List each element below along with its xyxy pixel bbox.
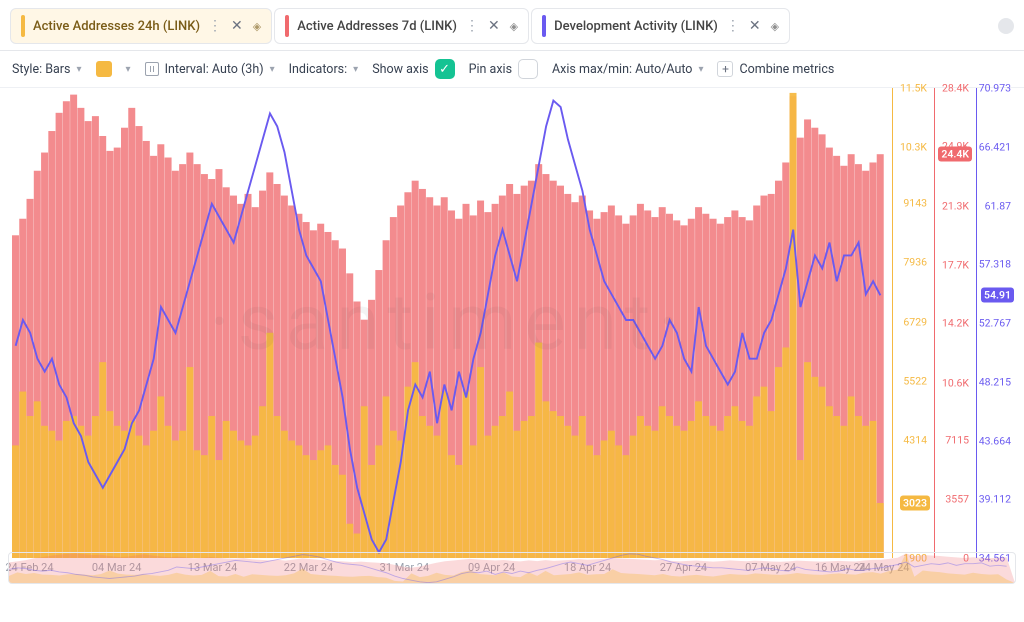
tab-label: Active Addresses 24h (LINK) (33, 19, 200, 34)
chart-plot[interactable]: ·santiment· (12, 88, 884, 558)
eth-icon: ◈ (510, 20, 518, 33)
tab-menu-icon[interactable]: ⋮ (208, 18, 221, 34)
y-tick: 10.6K (939, 375, 972, 390)
y-tick: 66.421 (976, 139, 1014, 154)
indicators-selector[interactable]: Indicators: ▾ (289, 62, 359, 77)
metric-tab-7d[interactable]: Active Addresses 7d (LINK) ⋮ ✕ ◈ (274, 8, 529, 44)
y-tick: 70.973 (976, 81, 1014, 96)
interval-label: Interval: Auto (3h) (165, 62, 264, 77)
y-tick: 39.112 (976, 492, 1014, 507)
y-tick: 57.318 (976, 257, 1014, 272)
y-tick: 5522 (900, 373, 930, 388)
tab-close-icon[interactable]: ✕ (486, 18, 502, 34)
plus-icon: + (717, 61, 733, 77)
chevron-down-icon[interactable]: ▾ (126, 64, 131, 75)
metric-tab-dev[interactable]: Development Activity (LINK) ⋮ ✕ ◈ (531, 8, 790, 44)
eth-icon: ◈ (771, 20, 779, 33)
chevron-down-icon: ▾ (698, 64, 703, 75)
y-tick: 14.2K (939, 316, 972, 331)
metric-tab-24h[interactable]: Active Addresses 24h (LINK) ⋮ ✕ ◈ (10, 8, 272, 44)
chart-container: ·santiment· 24 Feb 2404 Mar 2413 Mar 242… (0, 88, 1024, 588)
y-tick: 6729 (900, 314, 930, 329)
tab-menu-icon[interactable]: ⋮ (726, 18, 739, 34)
y-axis-column: 28.4K24.9K21.3K17.7K14.2K10.6K7115355702… (934, 88, 974, 558)
tab-color-indicator (542, 15, 546, 37)
y-current-badge: 3023 (900, 496, 930, 511)
pin-axis-label: Pin axis (469, 62, 512, 77)
tab-menu-icon[interactable]: ⋮ (465, 18, 478, 34)
y-current-badge: 24.4K (938, 147, 972, 162)
minimap[interactable] (8, 552, 1016, 584)
combine-label: Combine metrics (739, 62, 834, 77)
y-tick: 4314 (900, 432, 930, 447)
y-tick: 21.3K (939, 198, 972, 213)
checkbox-unchecked-icon (518, 59, 538, 79)
style-label: Style: Bars (12, 62, 71, 77)
show-axis-label: Show axis (372, 62, 428, 77)
y-tick: 3557 (942, 492, 972, 507)
y-tick: 17.7K (939, 258, 972, 273)
eth-icon: ◈ (253, 20, 261, 33)
y-axis-column: 11.5K10.3K914379366729552243143023190030… (892, 88, 932, 558)
interval-selector[interactable]: Interval: Auto (3h) ▾ (145, 62, 275, 77)
color-swatch[interactable] (96, 61, 112, 77)
chevron-down-icon: ▾ (270, 64, 275, 75)
combine-metrics-button[interactable]: + Combine metrics (717, 61, 834, 77)
maxmin-selector[interactable]: Axis max/min: Auto/Auto ▾ (552, 62, 703, 77)
indicators-label: Indicators: (289, 62, 348, 77)
interval-icon (145, 62, 159, 76)
y-current-badge: 54.91 (981, 288, 1014, 303)
metric-tabs: Active Addresses 24h (LINK) ⋮ ✕ ◈ Active… (0, 0, 1024, 51)
y-tick: 28.4K (939, 81, 972, 96)
y-tick: 43.664 (976, 433, 1014, 448)
chevron-down-icon: ▾ (77, 64, 82, 75)
y-tick: 9143 (900, 196, 930, 211)
y-tick: 7115 (942, 433, 972, 448)
y-tick: 7936 (900, 255, 930, 270)
tab-label: Active Addresses 7d (LINK) (297, 19, 457, 34)
y-tick: 52.767 (976, 316, 1014, 331)
tab-color-indicator (21, 15, 25, 37)
chevron-down-icon: ▾ (353, 64, 358, 75)
checkbox-checked-icon: ✓ (435, 59, 455, 79)
y-axis-column: 70.97366.42161.8757.31852.76748.21543.66… (976, 88, 1016, 558)
style-selector[interactable]: Style: Bars ▾ (12, 62, 82, 77)
y-tick: 11.5K (897, 81, 930, 96)
chart-toolbar: Style: Bars ▾ ▾ Interval: Auto (3h) ▾ In… (0, 51, 1024, 88)
maxmin-label: Axis max/min: Auto/Auto (552, 62, 692, 77)
pin-axis-toggle[interactable]: Pin axis (469, 59, 538, 79)
overflow-indicator (998, 18, 1014, 34)
show-axis-toggle[interactable]: Show axis ✓ (372, 59, 454, 79)
tab-close-icon[interactable]: ✕ (747, 18, 763, 34)
y-tick: 10.3K (897, 139, 930, 154)
tab-color-indicator (285, 15, 289, 37)
tab-label: Development Activity (LINK) (554, 19, 718, 34)
y-tick: 61.87 (982, 198, 1014, 213)
tab-close-icon[interactable]: ✕ (229, 18, 245, 34)
y-tick: 48.215 (976, 374, 1014, 389)
y-axes: 11.5K10.3K914379366729552243143023190030… (892, 88, 1016, 558)
